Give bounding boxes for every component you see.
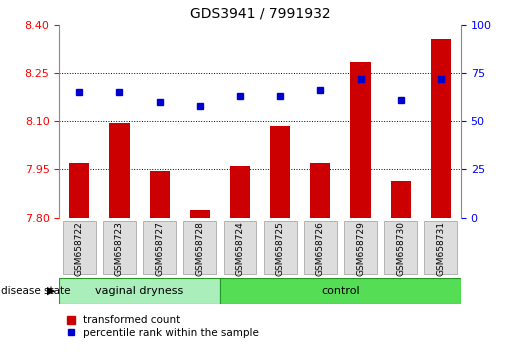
Text: vaginal dryness: vaginal dryness [95, 286, 184, 296]
Title: GDS3941 / 7991932: GDS3941 / 7991932 [190, 7, 331, 21]
FancyBboxPatch shape [344, 221, 377, 274]
Bar [431, 39, 451, 218]
Bar [69, 163, 89, 218]
FancyBboxPatch shape [224, 221, 256, 274]
Text: disease state: disease state [1, 286, 71, 296]
Bar [390, 181, 410, 218]
Bar [350, 62, 370, 218]
Text: GSM658731: GSM658731 [436, 221, 445, 276]
Bar [310, 163, 330, 218]
FancyBboxPatch shape [304, 221, 337, 274]
Text: GSM658726: GSM658726 [316, 221, 325, 276]
Bar [149, 171, 169, 218]
Text: GSM658722: GSM658722 [75, 221, 84, 276]
Text: GSM658724: GSM658724 [235, 221, 245, 276]
FancyBboxPatch shape [63, 221, 96, 274]
Bar [190, 210, 210, 218]
FancyBboxPatch shape [103, 221, 136, 274]
FancyBboxPatch shape [183, 221, 216, 274]
FancyBboxPatch shape [384, 221, 417, 274]
Text: ▶: ▶ [46, 286, 55, 296]
Bar [270, 126, 290, 218]
Text: GSM658729: GSM658729 [356, 221, 365, 276]
Text: control: control [321, 286, 359, 296]
FancyBboxPatch shape [220, 278, 461, 304]
Text: GSM658727: GSM658727 [155, 221, 164, 276]
Text: GSM658723: GSM658723 [115, 221, 124, 276]
FancyBboxPatch shape [143, 221, 176, 274]
Bar [109, 123, 129, 218]
FancyBboxPatch shape [59, 278, 220, 304]
Text: GSM658725: GSM658725 [276, 221, 285, 276]
Text: GSM658728: GSM658728 [195, 221, 204, 276]
FancyBboxPatch shape [424, 221, 457, 274]
Bar [230, 166, 250, 218]
FancyBboxPatch shape [264, 221, 297, 274]
Text: GSM658730: GSM658730 [396, 221, 405, 276]
Legend: transformed count, percentile rank within the sample: transformed count, percentile rank withi… [64, 313, 261, 340]
